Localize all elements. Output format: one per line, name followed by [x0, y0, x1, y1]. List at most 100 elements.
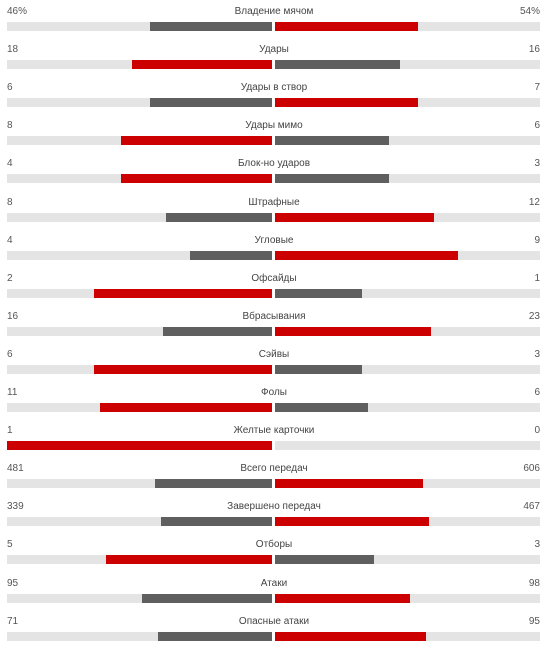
away-bar — [275, 60, 400, 70]
away-bar — [275, 98, 419, 108]
away-bar — [275, 288, 363, 298]
away-bar — [275, 212, 434, 222]
stat-label: Желтые карточки — [233, 425, 315, 437]
stat-label: Всего передач — [240, 463, 308, 475]
home-bar-track — [7, 136, 272, 146]
home-bar — [99, 403, 272, 412]
stat-row: 339 Завершено передач 467 — [0, 499, 548, 537]
away-bar — [275, 136, 389, 146]
away-bar-track — [275, 98, 540, 108]
stat-label: Вбрасывания — [242, 310, 306, 322]
home-bar-track — [7, 403, 272, 412]
stat-label: Удары мимо — [245, 120, 303, 132]
away-bar-track — [275, 288, 540, 298]
home-bar — [131, 60, 272, 70]
stat-row: 1 Желтые карточки 0 — [0, 423, 548, 461]
home-bar — [160, 517, 272, 527]
stat-label: Удары в створ — [240, 82, 308, 94]
stat-row: 95 Атаки 98 — [0, 576, 548, 614]
stat-label: Отборы — [255, 539, 293, 551]
away-value: 3 — [534, 158, 540, 170]
home-value: 46% — [7, 6, 28, 17]
away-bar — [275, 22, 419, 31]
away-value: 6 — [534, 387, 540, 398]
home-bar — [150, 22, 272, 31]
away-value: 9 — [534, 234, 540, 246]
home-bar-track — [7, 212, 272, 222]
home-bar — [120, 136, 272, 146]
stat-row: 18 Удары 16 — [0, 42, 548, 80]
away-value: 467 — [523, 501, 540, 513]
away-bar-track — [275, 250, 540, 260]
away-value: 23 — [528, 310, 540, 322]
home-bar-track — [7, 250, 272, 260]
home-value: 5 — [7, 539, 13, 551]
home-value: 6 — [7, 82, 13, 94]
stat-label: Владение мячом — [234, 6, 314, 17]
stat-row: 11 Фолы 6 — [0, 385, 548, 423]
away-bar-track — [275, 326, 540, 336]
away-bar-track — [275, 60, 540, 70]
away-bar — [275, 517, 429, 527]
home-bar-track — [7, 517, 272, 527]
away-bar — [275, 479, 424, 489]
home-value: 8 — [7, 196, 13, 208]
away-bar-track — [275, 631, 540, 641]
home-value: 71 — [7, 615, 19, 627]
home-bar — [142, 593, 272, 603]
home-bar-track — [7, 441, 272, 451]
home-bar-track — [7, 326, 272, 336]
away-value: 606 — [523, 463, 540, 475]
home-bar — [94, 364, 272, 374]
away-bar — [275, 174, 389, 184]
home-bar — [189, 250, 272, 260]
away-bar-track — [275, 403, 540, 412]
away-value: 3 — [534, 348, 540, 360]
home-value: 6 — [7, 348, 13, 360]
home-value: 18 — [7, 44, 19, 56]
away-value: 16 — [528, 44, 540, 56]
home-value: 16 — [7, 310, 19, 322]
home-bar-track — [7, 288, 272, 298]
away-value: 12 — [528, 196, 540, 208]
home-value: 481 — [7, 463, 24, 475]
home-bar-track — [7, 555, 272, 565]
stat-label: Удары — [259, 44, 289, 56]
away-bar — [275, 403, 368, 412]
away-bar-track — [275, 593, 540, 603]
stat-row: 2 Офсайды 1 — [0, 271, 548, 309]
home-bar — [150, 98, 272, 108]
stat-label: Фолы — [261, 387, 287, 398]
home-value: 95 — [7, 577, 19, 589]
stat-label: Блок-но ударов — [237, 158, 311, 170]
home-bar — [158, 631, 272, 641]
home-value: 1 — [7, 425, 13, 437]
away-bar-track — [275, 517, 540, 527]
home-bar-track — [7, 364, 272, 374]
stat-row: 5 Отборы 3 — [0, 537, 548, 575]
home-bar — [155, 479, 272, 489]
home-bar — [94, 288, 272, 298]
home-value: 8 — [7, 120, 13, 132]
home-bar-track — [7, 479, 272, 489]
stat-label: Сэйвы — [258, 348, 290, 360]
home-bar — [106, 555, 272, 565]
away-bar — [275, 631, 427, 641]
stat-label: Атаки — [260, 577, 288, 589]
home-bar-track — [7, 98, 272, 108]
stat-row: 8 Удары мимо 6 — [0, 118, 548, 156]
stat-row: 46% Владение мячом 54% — [0, 4, 548, 42]
away-bar-track — [275, 555, 540, 565]
away-bar — [275, 326, 432, 336]
stat-row: 71 Опасные атаки 95 — [0, 614, 548, 652]
home-bar — [7, 441, 272, 451]
home-value: 4 — [7, 234, 13, 246]
home-bar-track — [7, 593, 272, 603]
stat-row: 4 Блок-но ударов 3 — [0, 156, 548, 194]
home-bar-track — [7, 631, 272, 641]
away-value: 1 — [534, 272, 540, 284]
stat-row: 6 Сэйвы 3 — [0, 347, 548, 385]
stat-row: 16 Вбрасывания 23 — [0, 309, 548, 347]
away-value: 95 — [528, 615, 540, 627]
